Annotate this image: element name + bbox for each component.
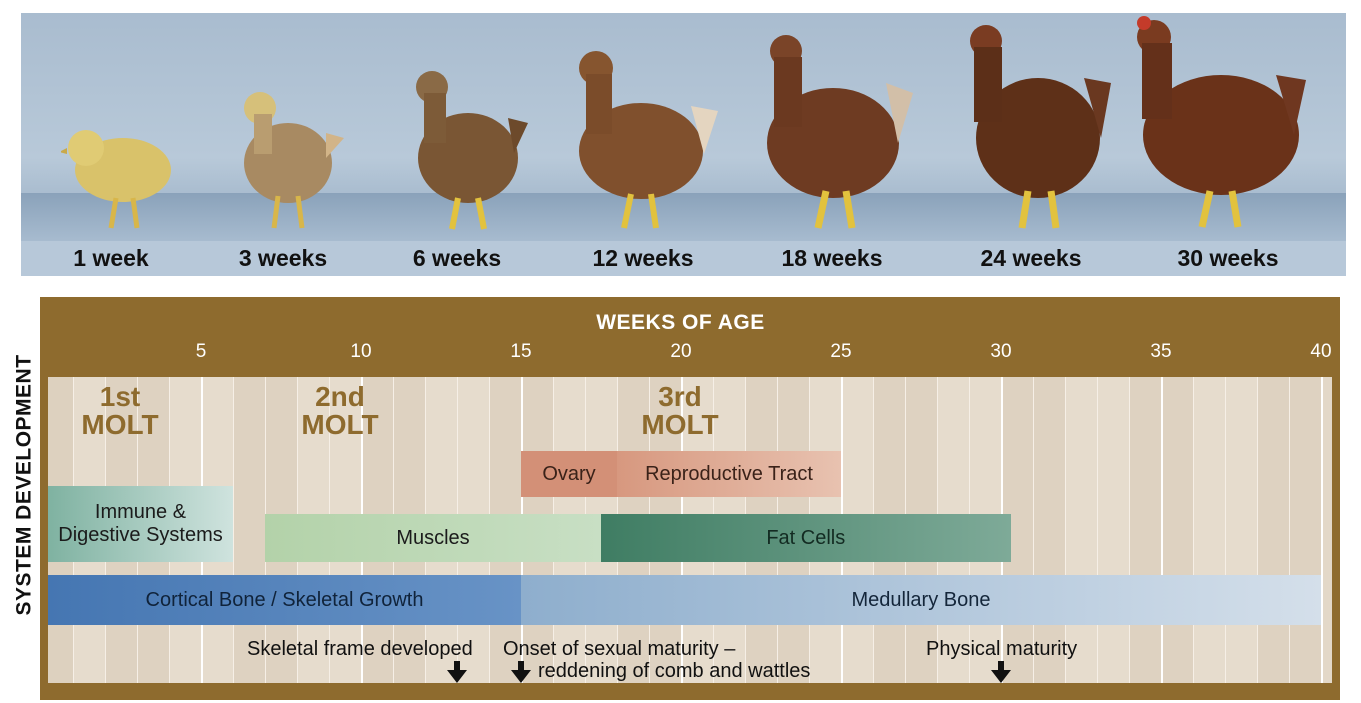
age-label: 3 weeks (238, 245, 328, 271)
week-tick-label: 15 (510, 341, 532, 362)
hen-18-weeks-image (767, 35, 913, 229)
week-tick-label: 25 (830, 341, 852, 362)
pullet-12-weeks-image (579, 51, 718, 229)
molt-number: 2nd (315, 381, 365, 412)
week-column (1161, 377, 1193, 683)
minor-gridline (1097, 377, 1098, 683)
minor-gridline (1193, 377, 1194, 683)
molt-word: MOLT (81, 409, 159, 440)
week-column (1129, 377, 1161, 683)
fat-cells-label: Fat Cells (766, 526, 846, 549)
hen-24-weeks-image (970, 25, 1111, 229)
reproductive-tract-label: Reproductive Tract (645, 462, 813, 485)
axis-title: WEEKS OF AGE (596, 311, 765, 334)
week-column (1257, 377, 1289, 683)
week-column (1289, 377, 1321, 683)
week-column (1065, 377, 1097, 683)
molt-number: 1st (99, 381, 141, 412)
molt-label-1: 1st MOLT (81, 383, 158, 439)
major-gridline (1161, 377, 1163, 683)
molt-number: 3rd (658, 381, 702, 412)
week-tick-label: 40 (1310, 341, 1332, 362)
immune-digestive-bar: Immune & Digestive Systems (48, 486, 233, 562)
week-column (1193, 377, 1225, 683)
minor-gridline (233, 377, 234, 683)
week-tick-label: 20 (670, 341, 692, 362)
week-tick-label: 5 (195, 341, 207, 362)
minor-gridline (1065, 377, 1066, 683)
ovary-label: Ovary (542, 462, 596, 485)
sexual-maturity-milestone: Onset of sexual maturity – reddening of … (503, 638, 810, 682)
y-axis-label: SYSTEM DEVELOPMENT (12, 354, 36, 616)
ovary-bar: Ovary (521, 451, 617, 497)
age-label: 18 weeks (781, 245, 883, 271)
molt-word: MOLT (641, 409, 719, 440)
week-column (1097, 377, 1129, 683)
cortical-bone-label: Cortical Bone / Skeletal Growth (145, 588, 424, 611)
minor-gridline (1129, 377, 1130, 683)
sexual-maturity-line2: reddening of comb and wattles (538, 660, 811, 682)
major-gridline (1321, 377, 1323, 683)
week-column (1033, 377, 1065, 683)
immune-label-line1: Immune & (94, 501, 187, 523)
photo-floor (21, 193, 1346, 241)
pullet-6-weeks-image (416, 71, 528, 230)
molt-label-3: 3rd MOLT (641, 383, 718, 439)
week-tick-label: 30 (990, 341, 1012, 362)
age-label: 24 weeks (980, 245, 1082, 271)
age-label: 30 weeks (1177, 245, 1279, 271)
week-column (233, 377, 265, 683)
sexual-maturity-line1: Onset of sexual maturity – (503, 638, 736, 660)
skeletal-frame-milestone: Skeletal frame developed (247, 638, 473, 660)
fat-cells-bar: Fat Cells (601, 514, 1011, 562)
cortical-bone-bar: Cortical Bone / Skeletal Growth (48, 575, 521, 625)
reproductive-tract-bar: Reproductive Tract (617, 451, 841, 497)
medullary-bone-bar: Medullary Bone (521, 575, 1321, 625)
minor-gridline (1225, 377, 1226, 683)
immune-label-line2: Digestive Systems (58, 524, 223, 546)
minor-gridline (1289, 377, 1290, 683)
muscles-bar: Muscles (265, 514, 601, 562)
molt-word: MOLT (301, 409, 379, 440)
hen-30-weeks-image (1137, 16, 1306, 228)
physical-maturity-milestone: Physical maturity (926, 638, 1078, 660)
age-label: 1 week (73, 245, 149, 271)
minor-gridline (1257, 377, 1258, 683)
age-label: 6 weeks (412, 245, 502, 271)
chick-1-week-image (61, 130, 171, 229)
chicken-age-photo-strip: 1 week 3 weeks 6 weeks 12 weeks 18 weeks… (21, 13, 1346, 276)
age-label: 12 weeks (592, 245, 694, 271)
minor-gridline (1033, 377, 1034, 683)
week-tick-label: 10 (350, 341, 372, 362)
week-column (1225, 377, 1257, 683)
chick-3-weeks-image (244, 92, 344, 229)
muscles-label: Muscles (396, 526, 470, 549)
medullary-bone-label: Medullary Bone (851, 588, 991, 611)
age-label-bar (21, 241, 1346, 276)
molt-label-2: 2nd MOLT (301, 383, 378, 439)
week-tick-label: 35 (1150, 341, 1172, 362)
